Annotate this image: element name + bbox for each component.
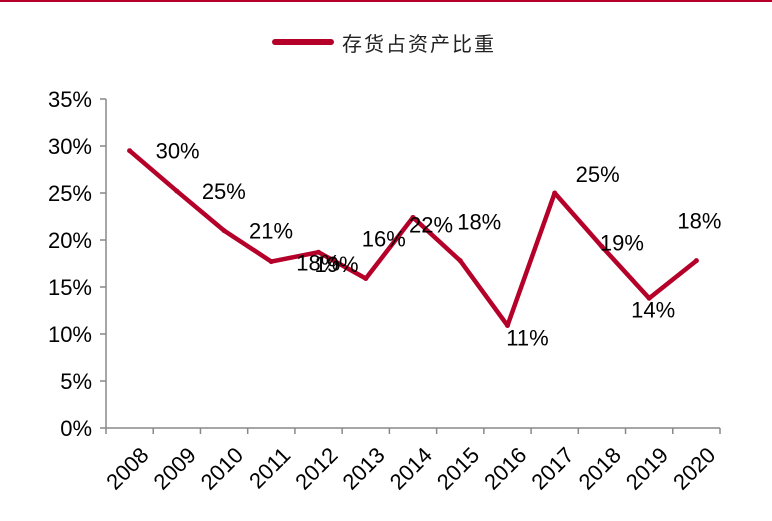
x-tick-label: 2008 — [101, 442, 153, 494]
x-tick-label: 2015 — [432, 442, 484, 494]
x-tick-label: 2018 — [574, 442, 626, 494]
data-point — [646, 295, 652, 301]
data-label: 18% — [457, 210, 501, 235]
data-point — [174, 188, 180, 194]
data-point — [316, 249, 322, 255]
y-tick-label: 20% — [48, 228, 92, 253]
x-tick-label: 2013 — [337, 442, 389, 494]
data-label: 18% — [677, 209, 721, 234]
x-tick-label: 2010 — [196, 442, 248, 494]
data-point — [410, 214, 416, 220]
x-tick-label: 2014 — [385, 442, 437, 494]
data-label: 14% — [631, 297, 675, 322]
x-tick-label: 2020 — [668, 442, 720, 494]
data-point — [221, 228, 227, 234]
x-tick-label: 2016 — [479, 442, 531, 494]
x-tick-label: 2011 — [244, 442, 295, 493]
data-point — [363, 276, 369, 282]
y-tick-label: 5% — [60, 369, 92, 394]
y-tick-label: 25% — [48, 181, 92, 206]
y-tick-label: 35% — [48, 87, 92, 112]
x-tick-label: 2017 — [526, 442, 578, 494]
data-point — [504, 323, 510, 329]
x-tick-label: 2019 — [621, 442, 673, 494]
y-tick-label: 15% — [48, 275, 92, 300]
data-point — [457, 258, 463, 264]
data-label: 19% — [315, 252, 359, 277]
data-label: 16% — [362, 227, 406, 252]
legend: 存货占资产比重 — [272, 28, 496, 56]
data-point — [552, 190, 558, 196]
data-point — [693, 258, 699, 264]
data-label: 18% — [296, 251, 340, 276]
y-tick-label: 30% — [48, 134, 92, 159]
data-label: 11% — [506, 326, 548, 351]
data-label: 25% — [576, 162, 620, 187]
legend-swatch — [272, 39, 334, 45]
data-label: 25% — [202, 179, 246, 204]
top-rule — [0, 0, 772, 2]
x-tick-label: 2012 — [290, 442, 342, 494]
legend-label: 存货占资产比重 — [342, 31, 496, 56]
x-tick-label: 2009 — [149, 442, 201, 494]
data-point — [268, 259, 274, 265]
data-label: 19% — [600, 231, 644, 256]
y-tick-label: 0% — [60, 416, 92, 441]
data-point — [127, 148, 133, 154]
data-label: 30% — [156, 139, 200, 164]
data-label: 21% — [249, 219, 293, 244]
data-label: 22% — [409, 212, 453, 237]
y-tick-label: 10% — [48, 322, 92, 347]
data-point — [599, 244, 605, 250]
